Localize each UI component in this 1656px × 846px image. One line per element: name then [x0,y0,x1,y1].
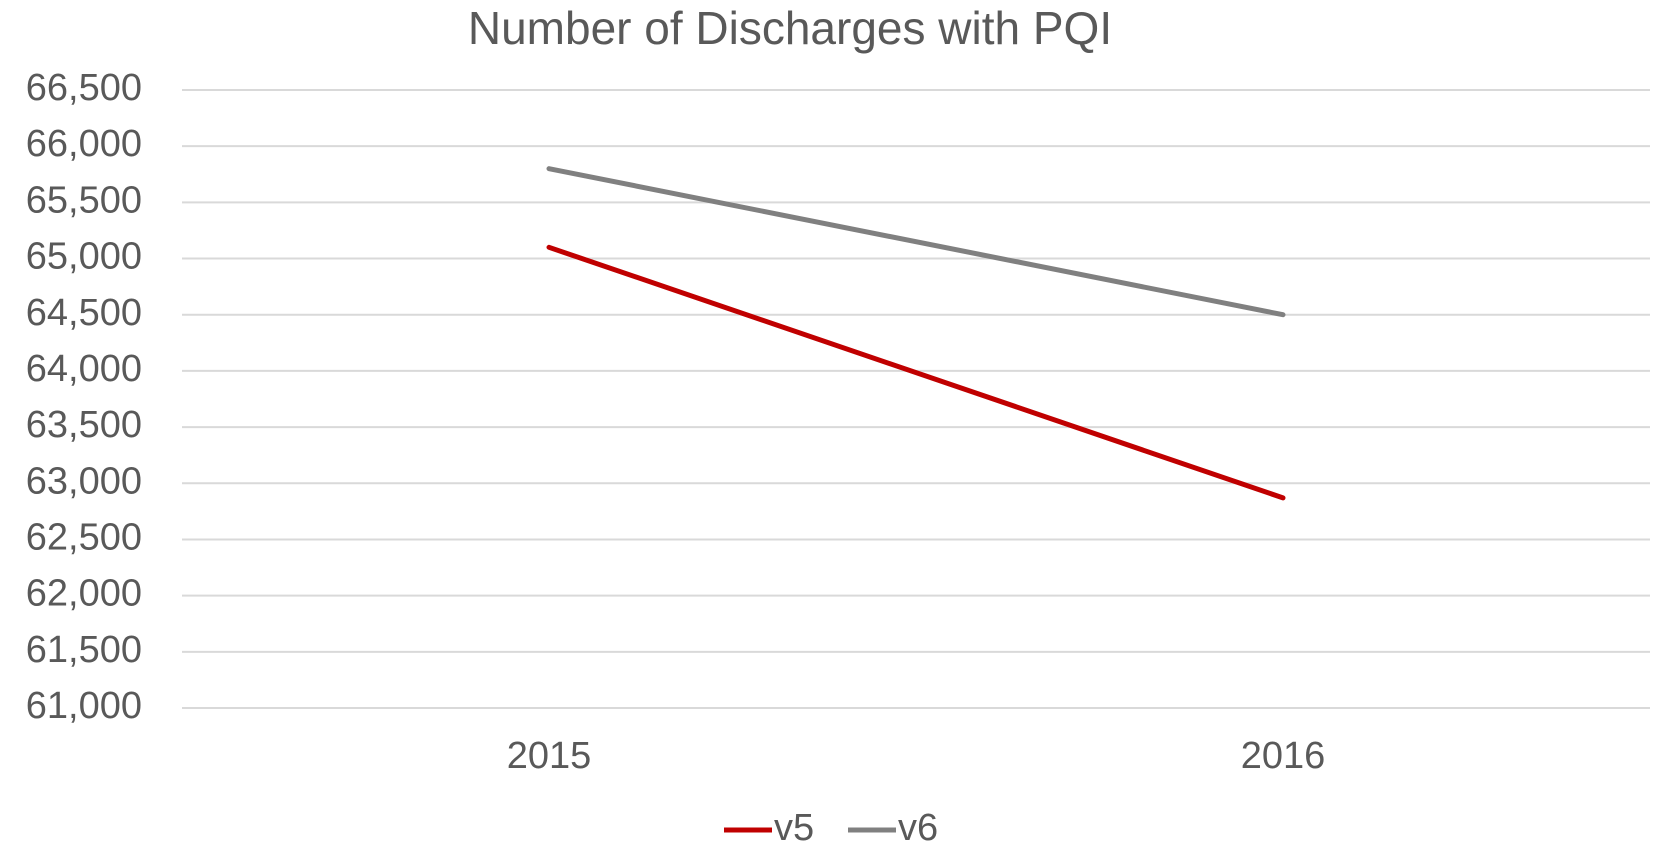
y-tick-label: 66,500 [26,67,142,109]
x-tick-label: 2015 [507,735,592,777]
x-tick-label: 2016 [1241,735,1326,777]
y-tick-label: 65,500 [26,179,142,221]
chart-title: Number of Discharges with PQI [468,2,1112,54]
y-tick-label: 65,000 [26,236,142,278]
y-tick-label: 63,000 [26,460,142,502]
y-tick-label: 64,000 [26,348,142,390]
legend-label: v5 [774,807,814,846]
y-tick-label: 62,000 [26,573,142,615]
y-tick-label: 64,500 [26,292,142,334]
line-series [546,244,1286,501]
y-tick-label: 61,000 [26,685,142,727]
legend-label: v6 [898,807,938,846]
y-tick-label: 61,500 [26,629,142,671]
y-tick-label: 63,500 [26,404,142,446]
y-tick-label: 66,000 [26,123,142,165]
y-tick-label: 62,500 [26,516,142,558]
line-series [546,166,1286,318]
